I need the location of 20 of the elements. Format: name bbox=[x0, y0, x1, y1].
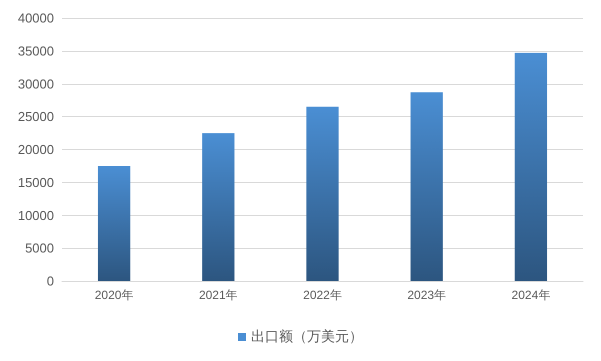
y-tick-label: 40000 bbox=[18, 10, 54, 26]
legend-label: 出口额（万美元） bbox=[251, 329, 363, 345]
bar bbox=[202, 133, 234, 281]
x-tick-label: 2023年 bbox=[407, 288, 446, 302]
y-tick-label: 35000 bbox=[18, 43, 54, 58]
x-tick-label: 2020年 bbox=[94, 288, 134, 302]
x-tick-label: 2021年 bbox=[198, 288, 238, 302]
y-tick-label: 0 bbox=[46, 274, 54, 288]
y-tick-label: 30000 bbox=[18, 76, 54, 92]
y-tick-label: 25000 bbox=[18, 109, 54, 124]
y-tick-label: 5000 bbox=[25, 240, 54, 256]
bar bbox=[410, 92, 443, 281]
y-tick-label: 10000 bbox=[18, 208, 54, 223]
x-tick-label: 2022年 bbox=[303, 288, 342, 302]
x-tick-label: 2024年 bbox=[512, 288, 550, 302]
y-tick-label: 15000 bbox=[18, 174, 54, 190]
bar bbox=[98, 166, 130, 281]
y-tick-label: 20000 bbox=[18, 142, 54, 157]
bar bbox=[514, 52, 548, 281]
bar bbox=[306, 106, 339, 281]
